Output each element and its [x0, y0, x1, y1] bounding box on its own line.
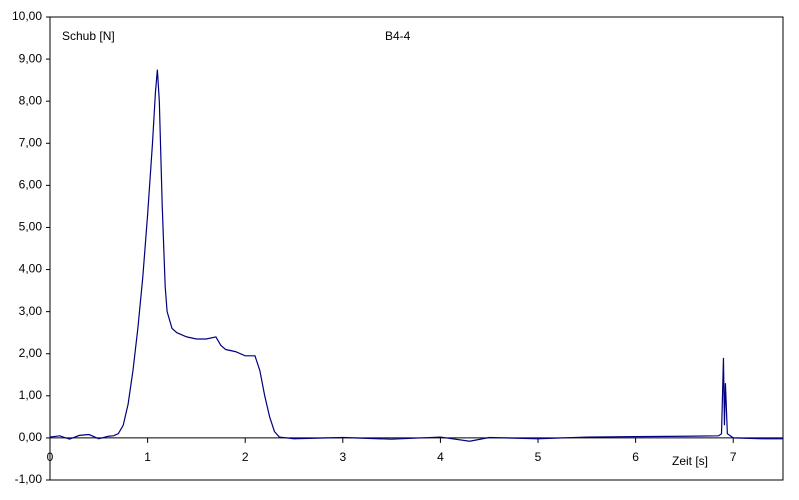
y-tick-label: 0,00	[19, 430, 43, 444]
y-tick-label: 10,00	[12, 9, 42, 23]
y-tick-label: 3,00	[19, 304, 43, 318]
x-tick-label: 2	[242, 450, 249, 464]
y-tick-label: 2,00	[19, 346, 43, 360]
y-tick-label: 5,00	[19, 220, 43, 234]
x-tick-label: 6	[632, 450, 639, 464]
x-tick-label: 0	[47, 450, 54, 464]
chart-title: B4-4	[385, 29, 411, 43]
x-tick-label: 1	[144, 450, 151, 464]
data-line	[49, 69, 783, 442]
y-tick-label: 4,00	[19, 262, 43, 276]
plot-frame	[49, 16, 784, 481]
x-tick-label: 4	[437, 450, 444, 464]
y-tick-label: 7,00	[19, 135, 43, 149]
y-tick-label: 1,00	[19, 388, 43, 402]
y-tick-label: -1,00	[15, 472, 43, 486]
x-axis-label: Zeit [s]	[672, 454, 708, 468]
x-tick-label: 3	[339, 450, 346, 464]
y-tick-label: 8,00	[19, 93, 43, 107]
y-tick-label: 6,00	[19, 178, 43, 192]
y-tick-label: 9,00	[19, 51, 43, 65]
y-axis-label: Schub [N]	[62, 29, 115, 43]
x-tick-label: 7	[730, 450, 737, 464]
x-tick-label: 5	[535, 450, 542, 464]
